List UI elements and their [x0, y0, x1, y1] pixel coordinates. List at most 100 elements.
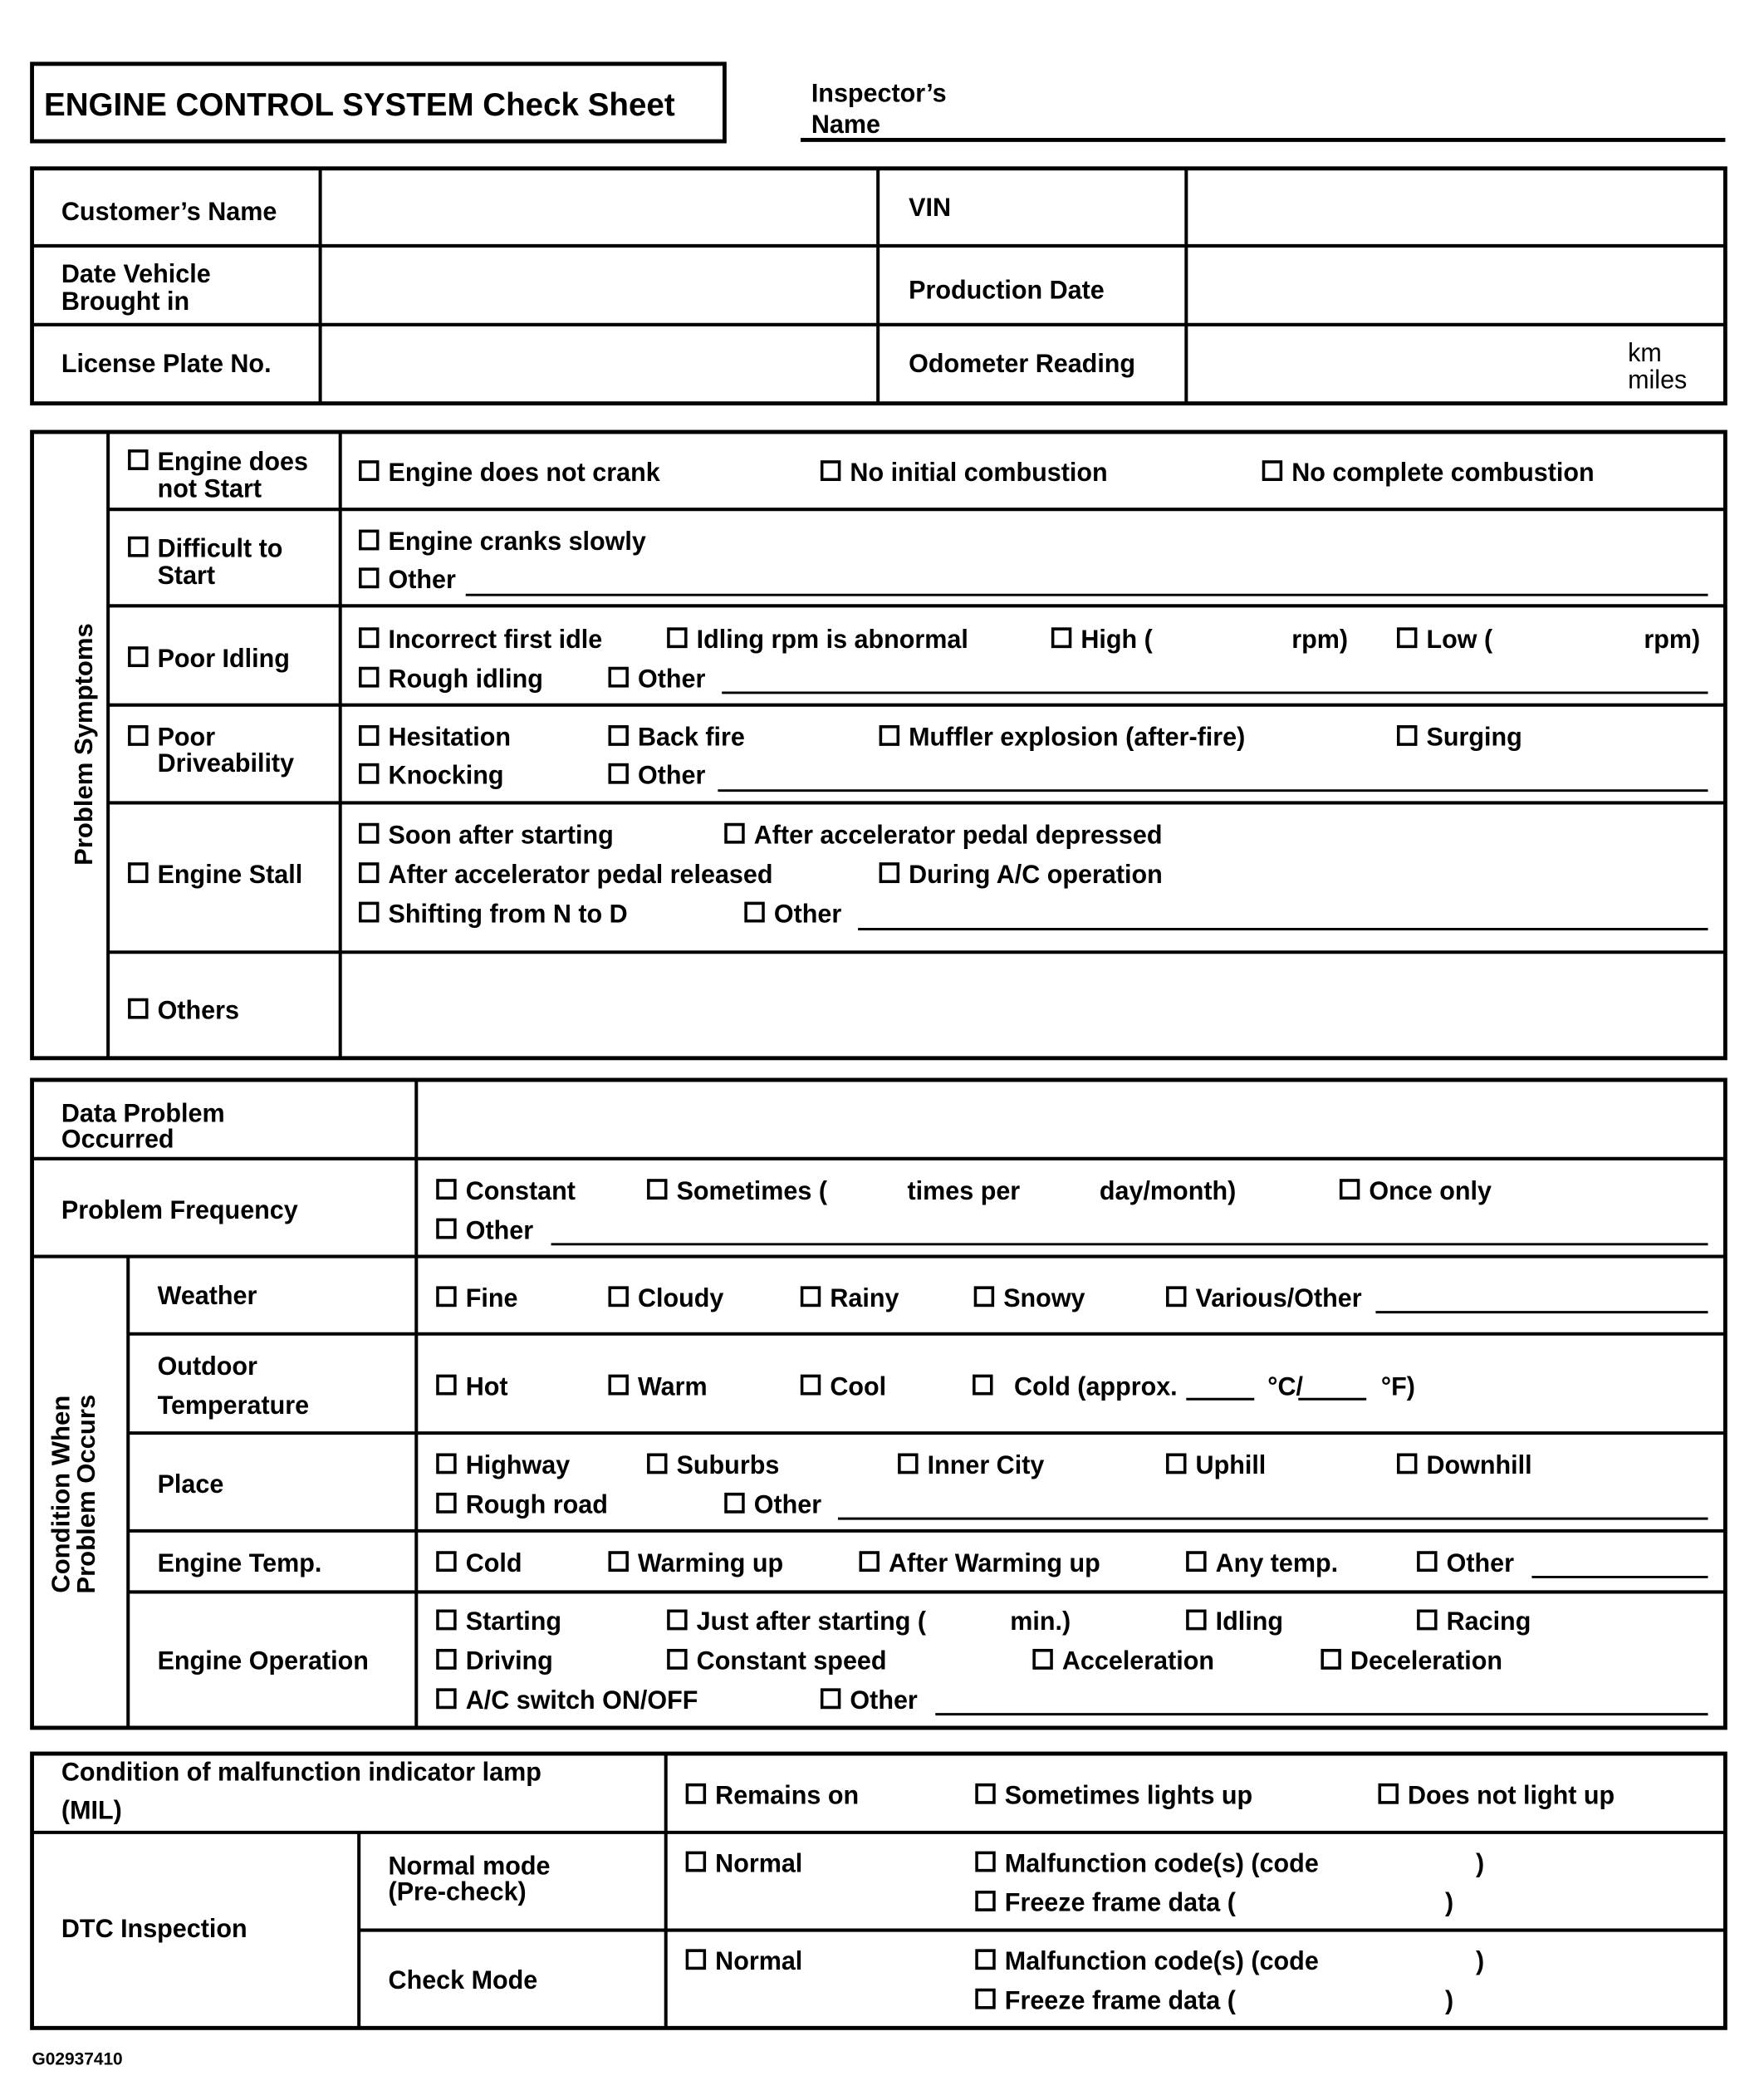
label: Engine Stall — [158, 860, 303, 889]
label: Data Problem — [61, 1098, 225, 1127]
label: Snowy — [1003, 1283, 1085, 1312]
label: Surging — [1427, 722, 1522, 751]
label: DTC Inspection — [61, 1914, 247, 1943]
label: not Start — [158, 473, 262, 503]
checkbox — [359, 862, 380, 884]
checkbox — [359, 763, 380, 784]
label: Hesitation — [389, 722, 511, 751]
checkbox — [608, 1551, 629, 1573]
label: Warm — [638, 1371, 708, 1401]
checkbox — [436, 1218, 457, 1239]
checkbox — [128, 862, 149, 884]
label: Normal — [715, 1946, 802, 1975]
label: Cold — [466, 1548, 522, 1577]
checkbox — [1397, 627, 1418, 649]
label: Any temp. — [1216, 1548, 1338, 1577]
label: Temperature — [158, 1391, 310, 1420]
checkbox — [359, 666, 380, 688]
checkbox — [436, 1179, 457, 1200]
checkbox — [1186, 1609, 1207, 1631]
label: times per — [908, 1176, 1021, 1205]
checkbox — [359, 627, 380, 649]
checkbox — [667, 1609, 688, 1631]
label: Suburbs — [677, 1450, 780, 1479]
label: VIN — [909, 193, 951, 222]
checkbox — [744, 901, 765, 923]
label: Low ( — [1427, 625, 1493, 654]
label: Once only — [1369, 1176, 1491, 1205]
label: No complete combustion — [1291, 458, 1594, 487]
checkbox — [820, 1688, 841, 1710]
label: Place — [158, 1470, 224, 1499]
label: Racing — [1447, 1607, 1531, 1636]
vertical-label: Problem Occurs — [71, 1395, 100, 1594]
checkbox — [359, 901, 380, 923]
label: ) — [1445, 1985, 1453, 2014]
label: Other — [850, 1685, 917, 1715]
label: Acceleration — [1062, 1646, 1214, 1675]
label: Driveability — [158, 748, 294, 778]
label: min.) — [1010, 1607, 1071, 1636]
label: Fine — [466, 1283, 518, 1312]
label: Malfunction code(s) (code — [1005, 1946, 1319, 1975]
checkbox — [128, 725, 149, 746]
label: Highway — [466, 1450, 570, 1479]
label: day/month) — [1100, 1176, 1236, 1205]
label: Normal mode — [389, 1851, 551, 1880]
checkbox — [608, 725, 629, 746]
label: Normal — [715, 1848, 802, 1877]
label: ) — [1476, 1848, 1484, 1877]
checkbox — [608, 666, 629, 688]
label: High ( — [1080, 625, 1153, 654]
checkbox — [359, 529, 380, 551]
checkbox — [973, 1374, 993, 1396]
label: Cool — [830, 1371, 886, 1401]
checkbox — [128, 449, 149, 470]
label: Outdoor — [158, 1352, 257, 1381]
label: Remains on — [715, 1780, 859, 1809]
label: Occurred — [61, 1124, 174, 1153]
checkbox — [1166, 1286, 1187, 1308]
label: ) — [1476, 1946, 1484, 1975]
checkbox — [667, 1648, 688, 1670]
label: Warming up — [638, 1548, 783, 1577]
label: Freeze frame data ( — [1005, 1985, 1237, 2014]
checkbox — [608, 763, 629, 784]
checkbox — [436, 1688, 457, 1710]
label: Malfunction code(s) (code — [1005, 1848, 1319, 1877]
checkbox — [973, 1286, 995, 1308]
label: Rough idling — [389, 664, 543, 693]
label: Incorrect first idle — [389, 625, 603, 654]
checkbox — [436, 1609, 457, 1631]
checkbox — [1321, 1648, 1341, 1670]
label: rpm) — [1291, 625, 1348, 654]
checkbox — [436, 1374, 457, 1396]
label: During A/C operation — [909, 860, 1163, 889]
checkbox — [685, 1949, 707, 1970]
label: Back fire — [638, 722, 745, 751]
checkbox — [608, 1374, 629, 1396]
label: Weather — [158, 1281, 257, 1310]
label: Constant speed — [697, 1646, 887, 1675]
checkbox — [359, 567, 380, 589]
label: ENGINE CONTROL SYSTEM Check Sheet — [44, 87, 675, 123]
label: Constant — [466, 1176, 576, 1205]
checkbox — [128, 998, 149, 1019]
label: Idling rpm is abnormal — [697, 625, 968, 654]
label: ) — [1445, 1887, 1453, 1916]
checkbox — [1397, 1453, 1418, 1474]
label: Condition of malfunction indicator lamp — [61, 1757, 541, 1786]
label: Other — [638, 664, 705, 693]
label: Other — [754, 1489, 821, 1519]
checkbox — [436, 1551, 457, 1573]
label: Downhill — [1427, 1450, 1532, 1479]
box — [30, 429, 1727, 1061]
label: Other — [466, 1215, 533, 1244]
label: Sometimes ( — [677, 1176, 828, 1205]
label: Driving — [466, 1646, 553, 1675]
label: Brought in — [61, 287, 189, 316]
checkbox — [667, 627, 688, 649]
label: After accelerator pedal released — [389, 860, 773, 889]
checkbox — [879, 725, 900, 746]
